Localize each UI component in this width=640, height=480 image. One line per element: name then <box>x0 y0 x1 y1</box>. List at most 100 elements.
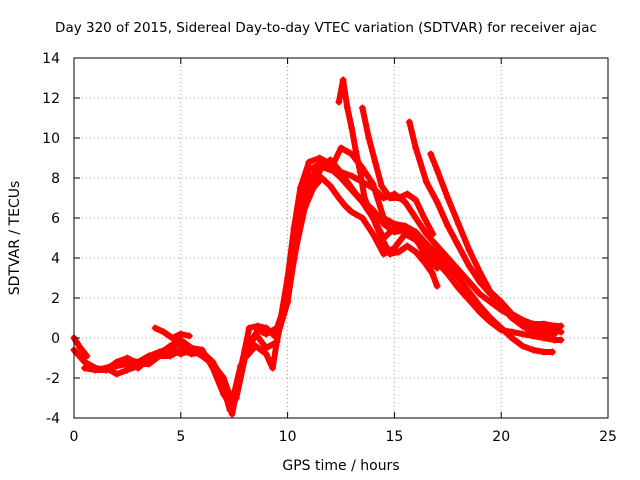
data-point <box>386 250 394 258</box>
y-tick-label: -4 <box>46 411 60 427</box>
data-point <box>412 248 420 256</box>
data-point <box>540 320 548 328</box>
x-axis-label: GPS time / hours <box>282 458 399 474</box>
data-point <box>433 166 441 174</box>
data-point <box>305 166 313 174</box>
data-point <box>420 258 428 266</box>
data-point <box>91 366 99 374</box>
data-point <box>343 178 351 186</box>
x-tick-label: 5 <box>176 429 185 445</box>
x-tick-label: 0 <box>70 429 79 445</box>
data-point <box>245 324 253 332</box>
data-point <box>269 364 277 372</box>
data-point <box>262 350 270 358</box>
chart-title: Day 320 of 2015, Sidereal Day-to-day VTE… <box>55 20 597 36</box>
data-point <box>540 334 548 342</box>
data-point <box>444 194 452 202</box>
data-point <box>81 358 89 366</box>
data-point <box>401 226 409 234</box>
data-point <box>262 324 270 332</box>
data-point <box>371 158 379 166</box>
data-point <box>444 270 452 278</box>
data-point <box>529 320 537 328</box>
y-axis-ticks: -4 -2 0 2 4 6 8 10 12 14 <box>42 51 608 427</box>
y-tick-label: 8 <box>51 171 60 187</box>
data-point <box>508 310 516 318</box>
series-pass-6 <box>335 76 437 278</box>
data-point <box>198 352 206 360</box>
data-point <box>123 366 131 374</box>
data-point <box>378 234 386 242</box>
data-point <box>326 156 334 164</box>
data-point <box>316 154 324 162</box>
data-point <box>335 98 343 106</box>
data-point <box>390 228 398 236</box>
data-point <box>145 352 153 360</box>
data-point <box>326 166 334 174</box>
data-point <box>113 360 121 368</box>
data-point <box>487 298 495 306</box>
data-point <box>454 242 462 250</box>
data-point <box>529 328 537 336</box>
data-point <box>422 178 430 186</box>
data-point <box>548 348 556 356</box>
data-point <box>160 328 168 336</box>
x-axis-ticks: 0 5 10 15 20 25 <box>70 58 617 445</box>
data-point <box>177 346 185 354</box>
data-point <box>360 194 368 202</box>
data-point <box>454 274 462 282</box>
data-point <box>318 162 326 170</box>
data-point <box>401 198 409 206</box>
data-point <box>380 194 388 202</box>
data-point <box>433 198 441 206</box>
y-tick-label: 12 <box>42 91 60 107</box>
data-point <box>369 214 377 222</box>
series-pass-9 <box>427 150 565 330</box>
data-point <box>341 202 349 210</box>
data-point <box>254 326 262 334</box>
data-point <box>476 268 484 276</box>
data-point <box>427 150 435 158</box>
data-point <box>358 214 366 222</box>
data-point <box>551 330 559 338</box>
data-point <box>348 124 356 132</box>
data-point <box>262 344 270 352</box>
series-pass-4 <box>102 174 441 406</box>
data-point <box>187 344 195 352</box>
data-point <box>420 214 428 222</box>
x-tick-label: 10 <box>279 429 297 445</box>
data-point <box>465 246 473 254</box>
plot-frame <box>73 57 609 419</box>
y-tick-label: 2 <box>51 291 60 307</box>
data-point <box>497 298 505 306</box>
data-point <box>508 334 516 342</box>
data-point <box>557 328 565 336</box>
x-tick-label: 20 <box>492 429 510 445</box>
data-point <box>284 294 292 302</box>
data-point <box>386 194 394 202</box>
data-point <box>429 230 437 238</box>
data-point <box>177 330 185 338</box>
data-point <box>540 328 548 336</box>
data-point <box>403 242 411 250</box>
data-point <box>185 332 193 340</box>
data-point <box>433 242 441 250</box>
data-point <box>356 168 364 176</box>
data-point <box>339 76 347 84</box>
data-point <box>237 362 245 370</box>
data-point <box>405 118 413 126</box>
data-point <box>335 194 343 202</box>
data-point <box>465 288 473 296</box>
data-point <box>378 182 386 190</box>
data-point <box>365 134 373 142</box>
x-tick-label: 15 <box>385 429 403 445</box>
data-point <box>551 336 559 344</box>
data-point <box>429 270 437 278</box>
data-point <box>352 190 360 198</box>
y-axis-label: SDTVAR / TECUs <box>7 181 23 296</box>
data-point <box>465 262 473 270</box>
data-point <box>557 336 565 344</box>
data-point <box>348 208 356 216</box>
